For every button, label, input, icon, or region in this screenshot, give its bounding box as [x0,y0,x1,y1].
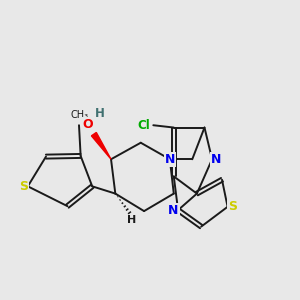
Polygon shape [92,133,111,159]
Text: S: S [19,180,28,193]
Text: H: H [127,215,136,225]
Text: H: H [95,107,105,120]
Text: S: S [228,200,237,213]
Text: CH₃: CH₃ [70,110,89,120]
Text: N: N [165,153,175,166]
Text: Cl: Cl [138,119,150,132]
Text: O: O [82,118,93,131]
Text: N: N [168,204,178,217]
Text: N: N [211,153,221,166]
